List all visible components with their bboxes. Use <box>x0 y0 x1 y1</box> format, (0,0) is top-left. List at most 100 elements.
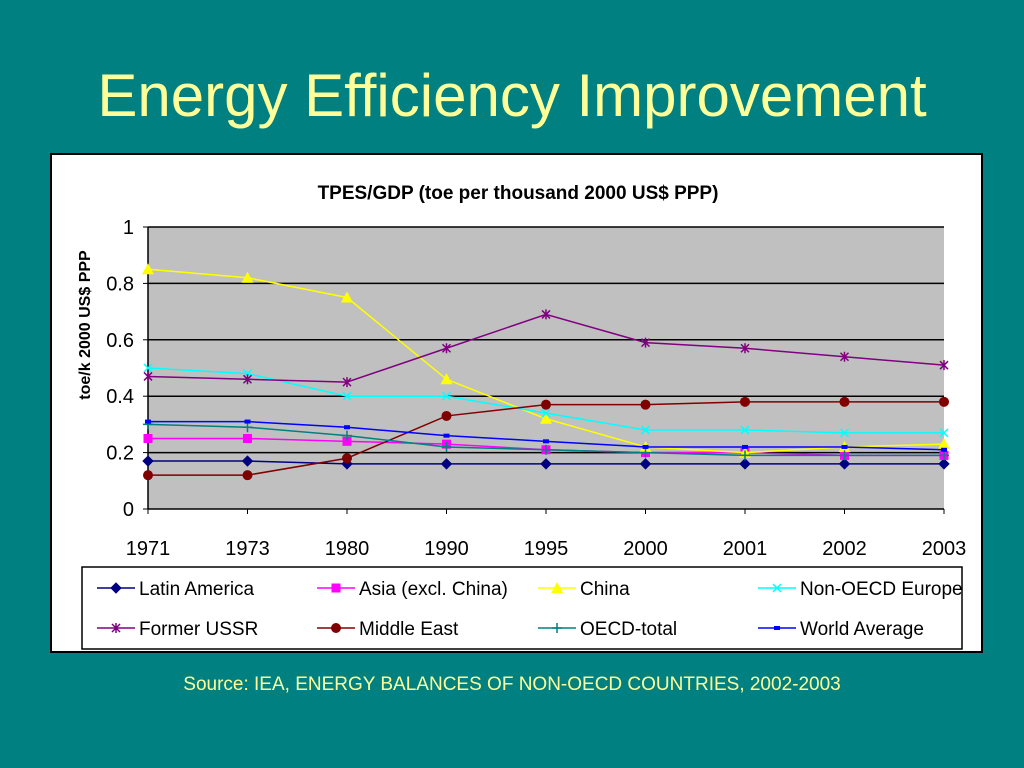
data-point <box>839 396 850 407</box>
data-point <box>841 444 848 449</box>
x-tick-label: 1971 <box>126 538 171 560</box>
series-world-average <box>145 419 947 452</box>
data-point <box>342 391 352 401</box>
data-point <box>640 447 651 458</box>
data-point <box>242 470 253 481</box>
x-tick-label: 1995 <box>524 538 569 560</box>
legend-item: Asia (excl. China) <box>317 579 508 600</box>
data-point <box>344 425 350 430</box>
y-tick-label: 0 <box>123 499 134 521</box>
legend-marker <box>110 582 122 594</box>
x-tick-label: 2001 <box>723 538 768 560</box>
legend-item: Non-OECD Europe <box>758 579 963 600</box>
data-point <box>640 425 651 435</box>
legend-item: OECD-total <box>538 619 677 640</box>
data-point <box>642 444 649 449</box>
series-former-ussr <box>143 309 949 388</box>
source-note: Source: IEA, ENERGY BALANCES OF NON-OECD… <box>183 674 841 695</box>
x-tick-label: 2002 <box>822 538 867 560</box>
data-point <box>939 360 949 371</box>
data-point <box>839 450 850 461</box>
data-point <box>742 444 748 449</box>
data-point <box>740 425 750 435</box>
y-tick-label: 0.6 <box>106 330 134 352</box>
legend-marker <box>552 623 562 633</box>
chart-title: TPES/GDP (toe per thousand 2000 US$ PPP) <box>318 183 719 204</box>
data-point <box>541 444 551 455</box>
data-point <box>441 410 452 421</box>
data-point <box>341 291 353 303</box>
data-point <box>441 343 452 354</box>
legend-label: Middle East <box>359 619 459 640</box>
legend-item: World Average <box>758 619 924 640</box>
series-middle-east <box>143 396 949 481</box>
y-tick-label: 1 <box>123 217 134 239</box>
legend-label: Non-OECD Europe <box>800 579 963 600</box>
legend-label: World Average <box>800 619 924 640</box>
data-point <box>939 450 949 461</box>
legend-label: China <box>580 579 630 600</box>
legend-marker <box>331 583 341 593</box>
data-point <box>938 458 950 470</box>
x-tick-label: 2003 <box>922 538 967 560</box>
data-point <box>143 434 153 443</box>
data-point <box>639 458 652 470</box>
x-tick-label: 1990 <box>424 538 469 560</box>
data-point <box>541 408 551 418</box>
data-point <box>540 412 552 424</box>
data-point <box>244 419 251 424</box>
data-point <box>740 396 750 407</box>
data-point <box>143 470 153 481</box>
data-point <box>939 428 949 438</box>
x-tick-label: 2000 <box>623 538 668 560</box>
legend-item: China <box>538 579 630 600</box>
legend-marker <box>551 582 563 593</box>
data-point <box>543 439 549 444</box>
legend-label: Former USSR <box>139 619 258 640</box>
data-point <box>242 422 253 433</box>
line-chart: TPES/GDP (toe per thousand 2000 US$ PPP)… <box>77 183 967 650</box>
data-point <box>941 447 947 452</box>
data-point <box>540 458 552 470</box>
data-point <box>541 399 551 410</box>
data-point <box>242 374 253 385</box>
data-point <box>740 343 750 354</box>
data-point <box>443 433 450 438</box>
legend-marker <box>774 626 780 630</box>
data-point <box>342 436 352 446</box>
y-tick-label: 0.2 <box>106 443 134 465</box>
slide-title: Energy Efficiency Improvement <box>97 62 927 129</box>
data-point <box>838 458 851 470</box>
data-point <box>342 430 352 441</box>
data-point <box>142 455 154 467</box>
data-point <box>440 458 453 470</box>
legend-marker <box>772 583 782 593</box>
data-point <box>839 351 850 362</box>
data-point <box>143 363 153 373</box>
series-latin-america <box>142 455 950 470</box>
chart-frame: TPES/GDP (toe per thousand 2000 US$ PPP)… <box>50 153 983 653</box>
legend-box <box>81 566 963 650</box>
legend-label: Asia (excl. China) <box>359 579 508 600</box>
legend-item: Middle East <box>317 619 459 640</box>
data-point <box>342 453 352 464</box>
legend-item: Former USSR <box>97 619 258 640</box>
data-point <box>241 455 254 467</box>
legend-label: OECD-total <box>580 619 677 640</box>
data-point <box>740 450 750 461</box>
data-point <box>541 309 551 320</box>
legend-item: Latin America <box>97 579 255 600</box>
data-point <box>142 263 154 275</box>
data-point <box>441 391 452 401</box>
data-point <box>441 441 452 452</box>
y-tick-label: 0.8 <box>106 273 134 295</box>
data-point <box>640 399 651 410</box>
data-point <box>143 371 153 382</box>
x-tick-label: 1973 <box>225 538 270 560</box>
data-point <box>739 458 751 470</box>
legend-label: Latin America <box>139 579 255 600</box>
data-point <box>939 396 949 407</box>
data-point <box>640 337 651 348</box>
data-point <box>938 438 950 450</box>
legend-marker <box>111 623 121 633</box>
